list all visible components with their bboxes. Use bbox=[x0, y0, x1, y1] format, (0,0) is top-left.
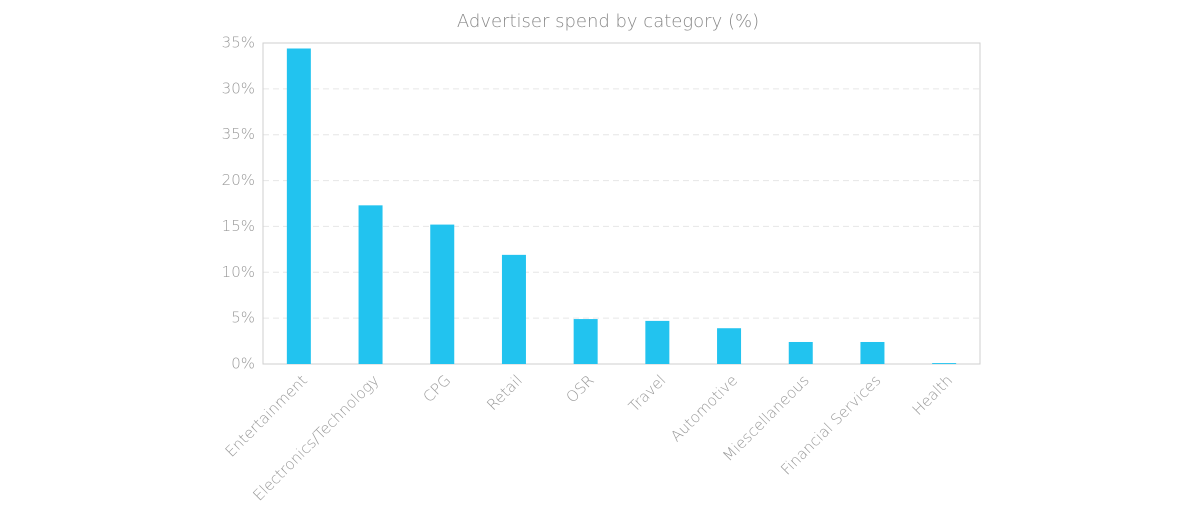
x-tick-label: OSR bbox=[562, 371, 597, 406]
bar bbox=[573, 319, 598, 364]
x-tick-label: Travel bbox=[625, 371, 669, 415]
y-tick-label: 0% bbox=[231, 355, 255, 373]
bar bbox=[932, 363, 957, 364]
plot-border bbox=[262, 42, 981, 365]
bar bbox=[430, 224, 455, 364]
x-tick-label: Automotive bbox=[667, 371, 741, 445]
bar bbox=[501, 254, 526, 364]
x-tick-label: Health bbox=[909, 371, 957, 419]
bar bbox=[286, 48, 311, 364]
y-tick-label: 10% bbox=[222, 263, 255, 281]
y-tick-label: 30% bbox=[222, 79, 255, 97]
x-tick-label: Retail bbox=[483, 371, 526, 414]
bar bbox=[788, 341, 813, 364]
y-tick-label: 15% bbox=[222, 217, 255, 235]
bar bbox=[860, 341, 885, 364]
y-tick-label: 20% bbox=[222, 171, 255, 189]
y-tick-label: 35% bbox=[222, 125, 255, 143]
chart-title: Advertiser spend by category (%) bbox=[457, 11, 759, 32]
bar bbox=[717, 328, 742, 364]
bar bbox=[645, 320, 670, 364]
x-tick-label: Electronics/Technology bbox=[249, 371, 382, 504]
x-tick-label: CPG bbox=[420, 371, 455, 406]
bar bbox=[358, 205, 383, 364]
y-tick-label: 5% bbox=[231, 309, 255, 327]
y-tick-label: 35% bbox=[222, 34, 255, 52]
